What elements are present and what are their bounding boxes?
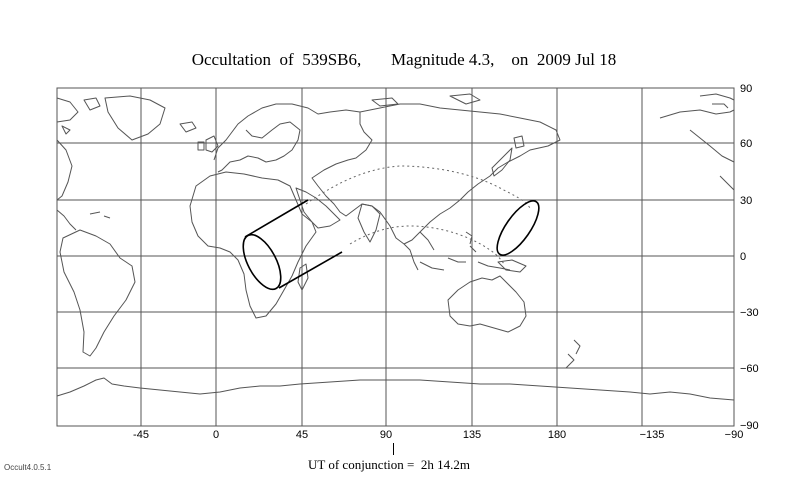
lat-label: 60: [740, 138, 753, 150]
coast-canada-islands: [699, 93, 735, 109]
occultation-path-ellipse-west: [242, 233, 282, 291]
lat-label: 30: [740, 195, 753, 207]
lon-label: 45: [295, 429, 309, 441]
occultation-path-west: [242, 199, 343, 291]
lat-label: 90: [740, 83, 753, 95]
southern-limit-curve: [349, 225, 505, 265]
coast-greenland: [104, 95, 166, 141]
grid-lines: [57, 88, 734, 426]
conjunction-label: UT of conjunction = 2h 14.2m: [308, 457, 470, 472]
lon-label: −90: [724, 429, 744, 441]
coast-madagascar: [297, 263, 309, 291]
lon-label: 135: [462, 429, 482, 441]
lon-label: 0: [212, 429, 220, 441]
coast-japan: [491, 135, 525, 177]
occultation-path-ellipse-east: [496, 200, 540, 256]
coast-alaska: [659, 109, 735, 191]
map-frame: [56, 87, 735, 427]
northern-limit-curve: [305, 165, 531, 209]
coast-australia: [447, 275, 527, 333]
lon-label: −135: [639, 429, 665, 441]
lat-label: −90: [740, 420, 759, 432]
lat-label: 0: [740, 251, 747, 263]
lon-label: 180: [547, 429, 567, 441]
occultation-limit-curves: [305, 165, 531, 265]
coast-antarctica: [56, 377, 735, 401]
lat-label: −30: [740, 307, 759, 319]
coast-india: [357, 203, 381, 243]
coast-new-zealand: [565, 339, 581, 369]
coast-russian-arctic: [371, 93, 481, 107]
coast-iceland: [179, 121, 197, 133]
software-version: Occult4.0.5.1: [4, 463, 52, 472]
coast-indonesia: [419, 231, 511, 271]
coast-central-america: [56, 209, 111, 231]
coast-arctic-islands: [61, 97, 101, 135]
lon-label: 90: [379, 429, 393, 441]
coast-arabia: [295, 187, 341, 229]
coast-north-america: [56, 97, 79, 201]
chart-title: Occultation of 539SB6, Magnitude 4.3, on…: [191, 50, 617, 69]
coast-africa: [189, 171, 317, 319]
path-edge-north: [244, 199, 309, 238]
lat-label: −60: [740, 363, 759, 375]
lon-label: -45: [133, 429, 149, 441]
coast-europe: [213, 103, 361, 173]
coast-southeast-asia: [403, 231, 435, 271]
conjunction-tick: [393, 443, 394, 455]
coast-new-guinea: [497, 259, 527, 273]
coast-asia: [311, 103, 561, 245]
coastlines: [56, 93, 735, 401]
path-edge-south: [278, 251, 343, 289]
coast-south-america: [59, 229, 136, 357]
coast-british-isles: [197, 135, 219, 153]
